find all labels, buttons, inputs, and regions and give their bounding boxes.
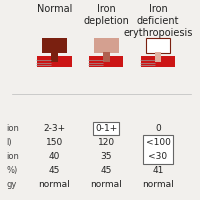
Text: 45: 45 [49, 166, 60, 175]
Text: 45: 45 [101, 166, 112, 175]
Text: normal: normal [90, 180, 122, 189]
Text: 0-1+: 0-1+ [95, 124, 117, 133]
Text: l): l) [6, 138, 12, 147]
Text: 120: 120 [98, 138, 115, 147]
Text: normal: normal [142, 180, 174, 189]
Text: gy: gy [6, 180, 17, 189]
Text: 150: 150 [46, 138, 63, 147]
Text: normal: normal [39, 180, 70, 189]
Text: 41: 41 [152, 166, 164, 175]
Bar [155, 52, 161, 62]
Text: 2-3+: 2-3+ [43, 124, 65, 133]
Bar [42, 38, 67, 53]
Text: Iron
deficient
erythropoiesis: Iron deficient erythropoiesis [123, 4, 193, 38]
Bar [103, 52, 110, 62]
Text: ion: ion [6, 124, 19, 133]
Text: Normal: Normal [37, 4, 72, 14]
Bar [146, 38, 170, 53]
Text: 0: 0 [155, 124, 161, 133]
Bar [143, 135, 173, 164]
Text: %): %) [6, 166, 18, 175]
Text: 40: 40 [49, 152, 60, 161]
Bar [51, 52, 58, 62]
Text: ion: ion [6, 152, 19, 161]
Text: Iron
depletion: Iron depletion [83, 4, 129, 26]
Text: <30: <30 [148, 152, 168, 161]
Bar [89, 56, 123, 67]
Bar [37, 56, 72, 67]
Text: 35: 35 [100, 152, 112, 161]
Text: <100: <100 [146, 138, 170, 147]
Bar [94, 38, 119, 53]
Bar [141, 56, 175, 67]
